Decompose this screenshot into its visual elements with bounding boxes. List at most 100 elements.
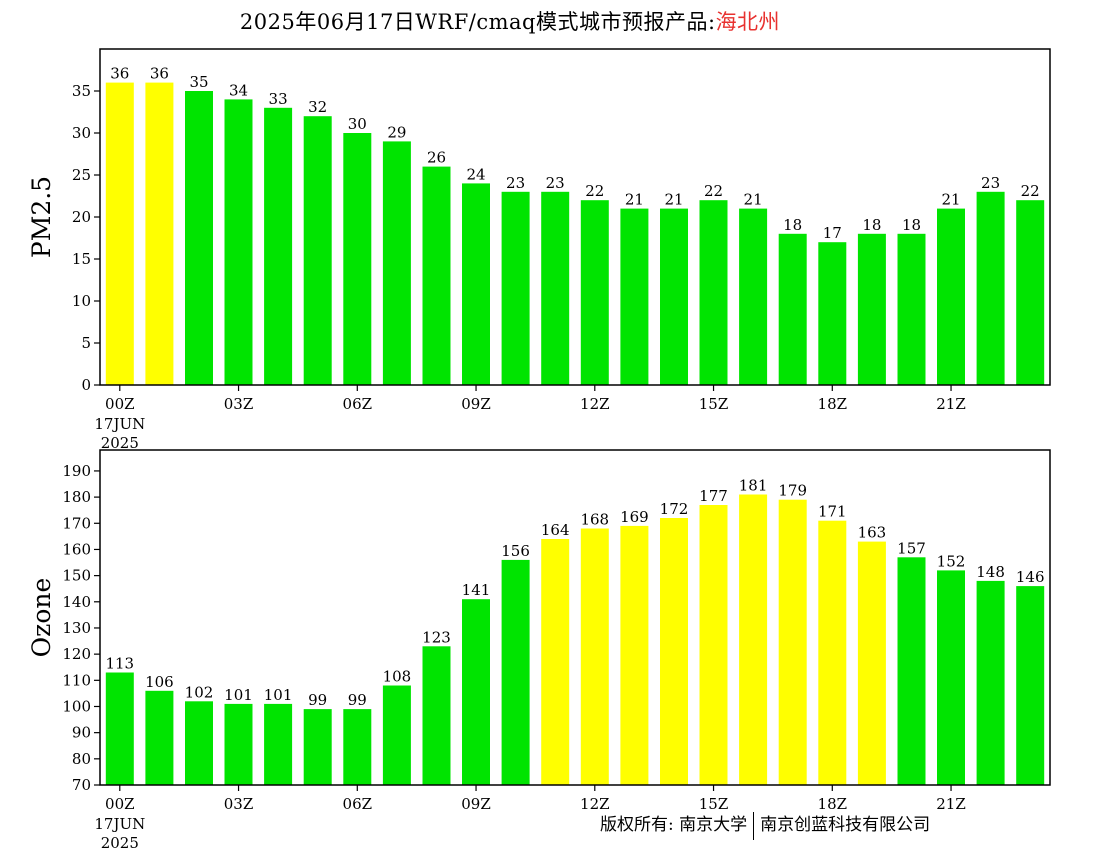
pm25-x-tick-label: 18Z: [818, 395, 848, 413]
pm25-bar: [303, 116, 332, 385]
ozone-data-label: 168: [580, 511, 609, 529]
ozone-x-tick-label: 18Z: [818, 795, 848, 813]
pm25-bar: [818, 242, 847, 385]
pm25-bar: [897, 233, 926, 385]
ozone-data-label: 102: [185, 683, 214, 701]
pm25-bar: [343, 133, 372, 385]
ozone-bar: [580, 528, 609, 785]
title-location: 海北州: [715, 10, 781, 34]
ozone-data-label: 152: [937, 552, 966, 570]
ozone-y-tick-label: 120: [62, 645, 91, 663]
title-prefix: 2025年06月17日WRF/cmaq模式城市预报产品:: [239, 10, 716, 34]
ozone-bar: [224, 703, 253, 785]
ozone-data-label: 113: [105, 655, 134, 673]
ozone-plot-frame: [99, 449, 1051, 786]
pm25-bar: [224, 99, 253, 386]
ozone-bar: [620, 525, 649, 785]
ozone-data-label: 101: [224, 686, 253, 704]
pm25-data-label: 32: [308, 98, 327, 116]
ozone-y-axis-label: Ozone: [27, 578, 56, 658]
ozone-data-label: 99: [348, 691, 367, 709]
pm25-data-label: 21: [664, 191, 683, 209]
ozone-data-label: 164: [541, 521, 570, 539]
pm25-bar: [501, 191, 530, 385]
pm25-bar: [382, 141, 411, 385]
ozone-bar: [778, 499, 807, 785]
ozone-bar: [501, 559, 530, 785]
ozone-bar: [303, 709, 332, 785]
pm25-x-tick-label: 21Z: [936, 395, 966, 413]
ozone-data-label: 171: [818, 503, 847, 521]
ozone-data-label: 177: [699, 487, 728, 505]
pm25-data-label: 22: [585, 182, 604, 200]
pm25-bar: [778, 233, 807, 385]
ozone-y-tick-label: 70: [72, 776, 91, 794]
ozone-x-tick-label: 15Z: [699, 795, 729, 813]
pm25-bar: [1016, 200, 1045, 385]
pm25-bar: [976, 191, 1005, 385]
ozone-bar: [264, 703, 293, 785]
pm25-y-tick-label: 20: [72, 208, 91, 226]
pm25-bar: [699, 200, 728, 385]
ozone-bar: [105, 672, 134, 785]
ozone-x-tick-label: 09Z: [461, 795, 491, 813]
pm25-data-label: 21: [941, 191, 960, 209]
ozone-bar: [422, 646, 451, 785]
ozone-data-label: 179: [778, 482, 807, 500]
ozone-x-date-label: 17JUN: [94, 815, 145, 833]
pm25-y-tick-label: 10: [72, 292, 91, 310]
footer-separator: [753, 811, 755, 840]
chart-title: 2025年06月17日WRF/cmaq模式城市预报产品:海北州: [0, 6, 1020, 36]
ozone-x-tick-label: 03Z: [224, 795, 254, 813]
ozone-y-tick-label: 170: [62, 514, 91, 532]
pm25-data-label: 18: [783, 216, 802, 234]
pm25-data-label: 23: [981, 174, 1000, 192]
pm25-bar: [462, 183, 490, 385]
pm25-x-date-label: 17JUN: [94, 415, 145, 433]
pm25-y-tick-label: 0: [81, 376, 91, 394]
ozone-bar: [897, 557, 926, 785]
pm25-x-tick-label: 15Z: [699, 395, 729, 413]
ozone-bar: [857, 541, 886, 785]
pm25-data-label: 24: [466, 165, 485, 183]
pm25-bar: [422, 166, 451, 385]
ozone-bar: [818, 520, 847, 785]
pm25-data-label: 17: [823, 224, 842, 242]
ozone-y-tick-label: 140: [62, 593, 91, 611]
pm25-data-label: 18: [862, 216, 881, 234]
ozone-y-tick-label: 190: [62, 462, 91, 480]
pm25-data-label: 33: [269, 90, 288, 108]
ozone-x-tick-label: 12Z: [580, 795, 610, 813]
ozone-data-label: 146: [1016, 568, 1045, 586]
pm25-y-tick-label: 5: [81, 334, 91, 352]
ozone-data-label: 181: [739, 477, 768, 495]
pm25-data-label: 22: [1021, 182, 1040, 200]
pm25-data-label: 21: [625, 191, 644, 209]
copyright-right: 南京创蓝科技有限公司: [760, 815, 931, 835]
ozone-data-label: 101: [264, 686, 293, 704]
pm25-bar: [937, 208, 965, 385]
pm25-x-tick-label: 00Z: [105, 395, 135, 413]
pm25-data-label: 23: [506, 174, 525, 192]
ozone-data-label: 169: [620, 508, 649, 526]
ozone-bar: [660, 518, 688, 785]
ozone-bar: [145, 690, 174, 785]
pm25-bar: [105, 82, 134, 385]
ozone-bar: [699, 505, 728, 785]
pm25-x-tick-label: 09Z: [461, 395, 491, 413]
pm25-data-label: 36: [150, 65, 169, 83]
ozone-x-tick-label: 00Z: [105, 795, 135, 813]
pm25-y-tick-label: 15: [72, 250, 91, 268]
pm25-y-axis-label: PM2.5: [27, 176, 56, 258]
ozone-y-tick-label: 80: [72, 750, 91, 768]
pm25-y-tick-label: 35: [72, 82, 91, 100]
ozone-bar: [343, 709, 372, 785]
pm25-bar: [857, 233, 886, 385]
pm25-data-label: 29: [387, 123, 406, 141]
ozone-bar: [462, 599, 490, 785]
pm25-bar: [264, 107, 293, 386]
ozone-data-label: 99: [308, 691, 327, 709]
ozone-bar: [1016, 586, 1045, 785]
pm25-data-label: 36: [110, 65, 129, 83]
